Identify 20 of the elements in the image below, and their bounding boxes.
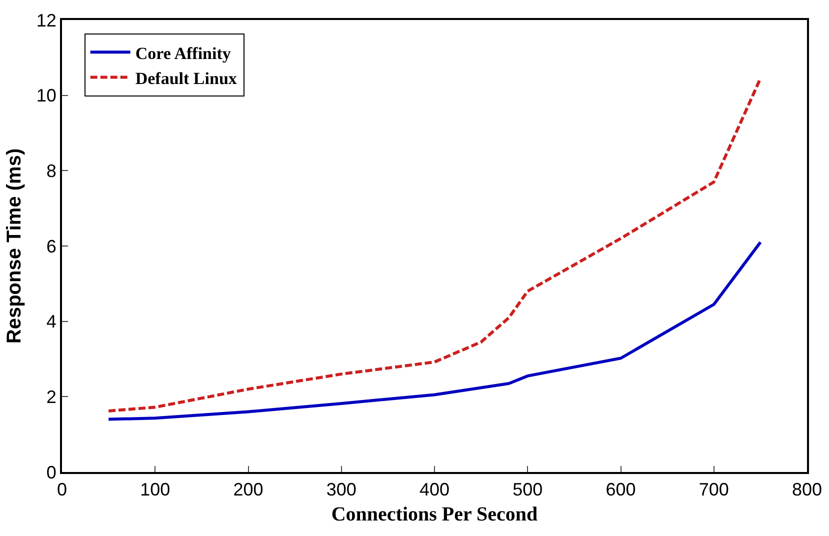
- y-tick-label: 10: [36, 86, 56, 106]
- x-tick-label: 200: [233, 480, 264, 500]
- x-tick-label: 300: [326, 480, 356, 500]
- y-tick-label: 4: [46, 312, 56, 332]
- line-series: [107, 240, 762, 421]
- y-tick-label: 8: [46, 160, 56, 181]
- legend-label: Core Affinity: [135, 44, 232, 63]
- x-tick-label: 500: [512, 480, 543, 500]
- x-axis-title: Connections Per Second: [331, 504, 538, 526]
- legend-label: Default Linux: [135, 68, 238, 88]
- x-tick-label: 600: [606, 480, 636, 500]
- y-tick-label: 12: [36, 10, 56, 30]
- x-tick-label: 100: [140, 480, 170, 500]
- y-tick-label: 0: [46, 462, 56, 482]
- x-tick-label: 700: [698, 480, 729, 500]
- x-tick-label: 400: [419, 480, 450, 500]
- y-tick-label: 6: [46, 236, 56, 256]
- y-axis-title: Response Time (ms): [3, 148, 26, 344]
- x-tick-label: 800: [792, 480, 822, 500]
- y-tick-label: 2: [46, 386, 56, 407]
